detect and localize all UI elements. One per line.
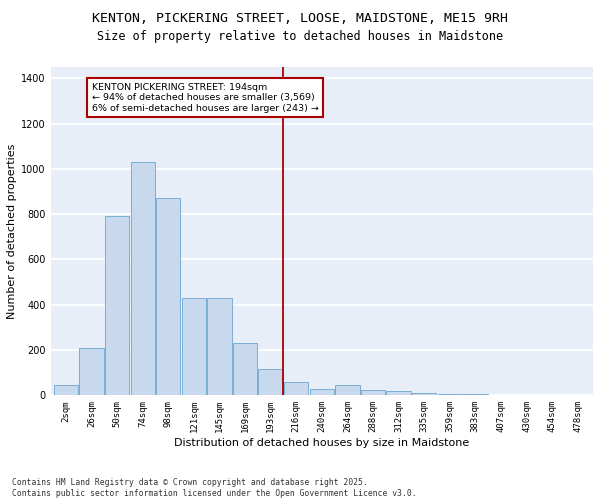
Bar	[361, 390, 385, 396]
Bar	[208, 298, 232, 396]
Text: Size of property relative to detached houses in Maidstone: Size of property relative to detached ho…	[97, 30, 503, 43]
Text: KENTON PICKERING STREET: 194sqm
← 94% of detached houses are smaller (3,569)
6% : KENTON PICKERING STREET: 194sqm ← 94% of…	[92, 83, 319, 112]
Bar	[259, 370, 283, 396]
Text: Contains HM Land Registry data © Crown copyright and database right 2025.
Contai: Contains HM Land Registry data © Crown c…	[12, 478, 416, 498]
X-axis label: Distribution of detached houses by size in Maidstone: Distribution of detached houses by size …	[174, 438, 469, 448]
Bar	[156, 198, 181, 396]
Bar	[284, 382, 308, 396]
Bar	[105, 216, 129, 396]
Bar	[79, 348, 104, 396]
Bar	[131, 162, 155, 396]
Bar	[463, 394, 488, 396]
Bar	[182, 298, 206, 396]
Bar	[54, 385, 78, 396]
Bar	[386, 391, 411, 396]
Bar	[310, 388, 334, 396]
Bar	[233, 344, 257, 396]
Text: KENTON, PICKERING STREET, LOOSE, MAIDSTONE, ME15 9RH: KENTON, PICKERING STREET, LOOSE, MAIDSTO…	[92, 12, 508, 26]
Bar	[335, 385, 359, 396]
Bar	[412, 393, 436, 396]
Bar	[437, 394, 462, 396]
Y-axis label: Number of detached properties: Number of detached properties	[7, 144, 17, 319]
